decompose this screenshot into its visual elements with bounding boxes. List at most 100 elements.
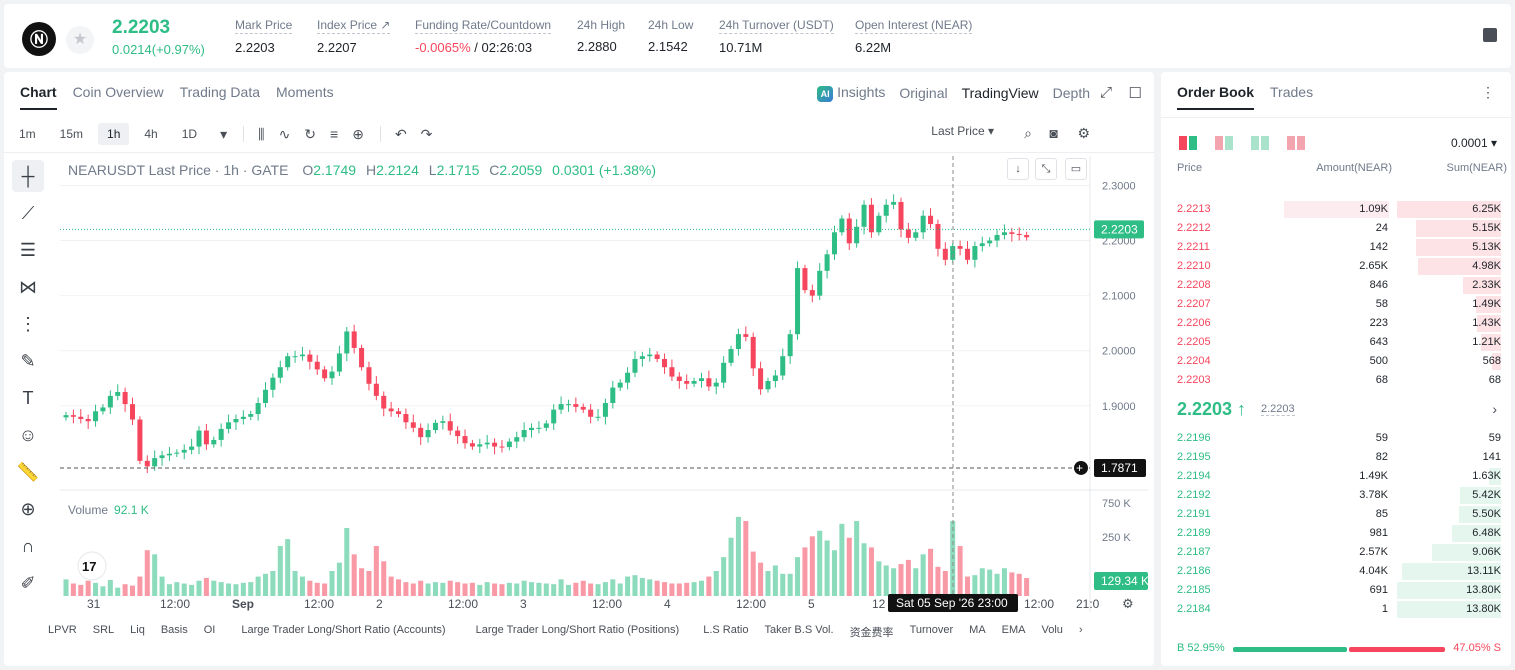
ask-row[interactable]: 2.2212 24 5.15K: [1161, 219, 1511, 238]
search-icon[interactable]: ⌕: [1024, 125, 1032, 141]
indicator-item[interactable]: MA: [969, 624, 986, 636]
view-tradingview[interactable]: TradingView: [961, 85, 1039, 101]
tab-coin-overview[interactable]: Coin Overview: [72, 84, 164, 100]
indicator-item[interactable]: EMA: [1001, 624, 1026, 636]
bid-row[interactable]: 2.2191 85 5.50K: [1161, 505, 1511, 524]
indicators-icon[interactable]: ∿: [278, 125, 291, 142]
indicator-item[interactable]: Large Trader Long/Short Ratio (Accounts): [241, 624, 446, 636]
bid-row[interactable]: 2.2189 981 6.48K: [1161, 524, 1511, 543]
indicator-item[interactable]: Taker B.S Vol.: [764, 624, 834, 636]
bid-row[interactable]: 2.2192 3.78K 5.42K: [1161, 486, 1511, 505]
emoji-icon[interactable]: ☺: [18, 424, 38, 445]
indicator-item[interactable]: SRL: [92, 624, 115, 636]
ask-row[interactable]: 2.2206 223 1.43K: [1161, 314, 1511, 333]
guide-book-icon[interactable]: [1483, 28, 1497, 42]
precision-select[interactable]: 0.0001 ▾: [1450, 136, 1497, 150]
text-icon[interactable]: T: [22, 387, 34, 408]
chevron-down-icon[interactable]: ▾: [220, 125, 228, 142]
camera-icon[interactable]: ◙: [1049, 125, 1058, 141]
vol-tick-label: 750 K: [1102, 498, 1131, 510]
redo-icon[interactable]: ↷: [420, 125, 433, 142]
stat-index-price[interactable]: Index Price ↗ 2.2207: [317, 18, 391, 55]
indicator-item[interactable]: Turnover: [909, 624, 954, 636]
indicator-item[interactable]: Volu: [1041, 624, 1063, 636]
ask-row[interactable]: 2.2207 58 1.49K: [1161, 295, 1511, 314]
indicator-item[interactable]: OI: [203, 624, 216, 636]
layout-both-icon[interactable]: [1179, 136, 1197, 150]
ask-row[interactable]: 2.2213 1.09K 6.25K: [1161, 200, 1511, 219]
screen-icon[interactable]: ▭: [1065, 158, 1087, 180]
volume-bar: [336, 562, 342, 596]
layout-bids-icon[interactable]: [1251, 136, 1269, 150]
ruler-icon[interactable]: 📏: [16, 461, 40, 482]
tab-trading-data[interactable]: Trading Data: [179, 84, 261, 100]
x-tick-label: 12: [872, 597, 886, 611]
timeframe-15m[interactable]: 15m: [59, 127, 84, 141]
view-original[interactable]: Original: [899, 85, 948, 101]
undo-icon[interactable]: ↶: [394, 125, 407, 142]
timeframe-1d[interactable]: 1D: [181, 127, 198, 141]
ask-row[interactable]: 2.2210 2.65K 4.98K: [1161, 257, 1511, 276]
gear-icon[interactable]: ⚙: [1077, 125, 1090, 141]
ask-row[interactable]: 2.2205 643 1.21K: [1161, 333, 1511, 352]
bid-row[interactable]: 2.2195 82 141: [1161, 448, 1511, 467]
view-insights[interactable]: AI Insights: [817, 84, 885, 102]
brush-icon[interactable]: ✎: [20, 350, 36, 371]
more-vertical-icon[interactable]: ⋮: [1481, 84, 1495, 100]
collapse-icon[interactable]: ⤡: [1035, 158, 1057, 180]
bid-row[interactable]: 2.2187 2.57K 9.06K: [1161, 543, 1511, 562]
bid-row[interactable]: 2.2186 4.04K 13.11K: [1161, 562, 1511, 581]
stat-value: 10.71M: [719, 40, 763, 55]
tab-moments[interactable]: Moments: [276, 84, 334, 100]
stat-funding-rate[interactable]: Funding Rate/Countdown -0.0065% / 02:26:…: [415, 18, 552, 55]
timeframe-1h[interactable]: 1h: [98, 123, 130, 145]
pencil-icon[interactable]: ✐: [20, 572, 36, 593]
tab-chart[interactable]: Chart: [20, 84, 57, 110]
candle-type-icon[interactable]: ⫼: [258, 125, 265, 142]
favorite-star-icon[interactable]: ★: [66, 26, 94, 54]
pattern-icon[interactable]: ⋈: [19, 276, 37, 297]
arrow-down-icon[interactable]: ↓: [1007, 158, 1029, 180]
volume-bar: [595, 584, 601, 596]
replay-icon[interactable]: ↻: [304, 125, 317, 142]
chevron-right-icon[interactable]: ›: [1492, 401, 1497, 417]
indicator-item[interactable]: 资金费率: [849, 627, 894, 639]
timeframe-4h[interactable]: 4h: [144, 127, 158, 141]
chevron-right-icon[interactable]: ›: [1078, 624, 1083, 636]
layout-asks-icon[interactable]: [1287, 136, 1305, 150]
indicator-item[interactable]: Basis: [160, 624, 188, 636]
horizontal-lines-icon[interactable]: ☰: [19, 239, 37, 260]
view-depth[interactable]: Depth: [1052, 85, 1090, 101]
indicator-item[interactable]: Liq: [130, 624, 145, 636]
magnet-icon[interactable]: ∩: [21, 535, 35, 556]
stat-24h-turnover[interactable]: 24h Turnover (USDT) 10.71M: [719, 18, 834, 55]
ask-row[interactable]: 2.2208 846 2.33K: [1161, 276, 1511, 295]
layout-mixed-icon[interactable]: [1215, 136, 1233, 150]
ask-row[interactable]: 2.2203 68 68: [1161, 371, 1511, 390]
volume-bar: [987, 569, 993, 596]
stat-mark-price[interactable]: Mark Price 2.2203: [235, 18, 293, 55]
ask-row[interactable]: 2.2204 500 568: [1161, 352, 1511, 371]
price-type-select[interactable]: Last Price ▾: [931, 124, 994, 138]
indicator-item[interactable]: Large Trader Long/Short Ratio (Positions…: [475, 624, 680, 636]
candlestick-chart[interactable]: 2.3000 2.2000 2.1000 2.0000 1.9000 750 K 250 K…: [60, 156, 1148, 612]
bid-row[interactable]: 2.2184 1 13.80K: [1161, 600, 1511, 619]
bid-row[interactable]: 2.2185 691 13.80K: [1161, 581, 1511, 600]
indicator-item[interactable]: L.S Ratio: [703, 624, 749, 636]
indicator-item[interactable]: LPVR: [48, 624, 77, 636]
tab-trades[interactable]: Trades: [1270, 84, 1314, 100]
fullscreen-square-icon[interactable]: ☐: [1128, 85, 1142, 102]
fib-icon[interactable]: ⋮: [19, 313, 37, 334]
stat-open-interest[interactable]: Open Interest (NEAR) 6.22M: [855, 18, 973, 55]
bid-row[interactable]: 2.2194 1.49K 1.63K: [1161, 467, 1511, 486]
timeframe-1m[interactable]: 1m: [19, 127, 36, 141]
crosshair-icon[interactable]: ┼: [12, 160, 44, 192]
ask-row[interactable]: 2.2211 142 5.13K: [1161, 238, 1511, 257]
zoom-in-icon[interactable]: ⊕: [20, 498, 36, 519]
expand-icon[interactable]: ⤢: [1099, 84, 1112, 101]
templates-icon[interactable]: ≡: [330, 126, 339, 142]
bid-row[interactable]: 2.2196 59 59: [1161, 429, 1511, 448]
tab-order-book[interactable]: Order Book: [1177, 84, 1255, 110]
add-indicator-icon[interactable]: ⊕: [352, 125, 364, 142]
trendline-icon[interactable]: ⟋: [21, 202, 35, 223]
